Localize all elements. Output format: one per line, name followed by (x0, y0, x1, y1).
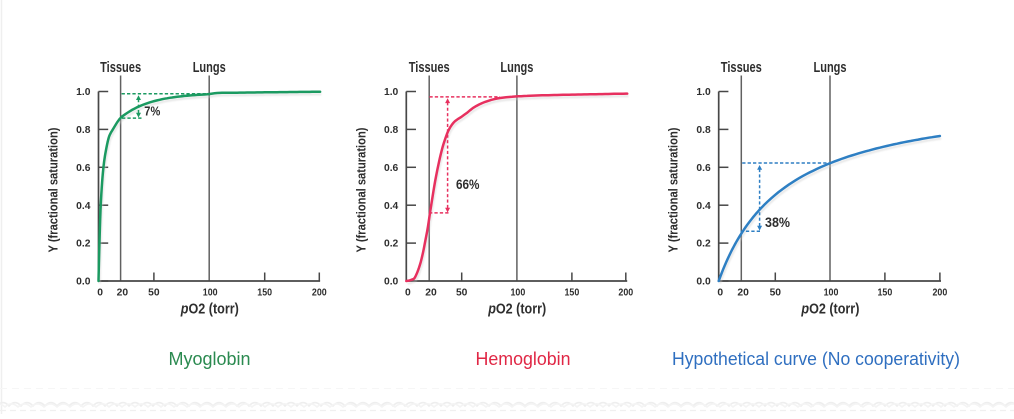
svg-text:0.2: 0.2 (696, 239, 711, 250)
svg-text:Lungs: Lungs (814, 59, 847, 76)
svg-text:50: 50 (770, 288, 782, 299)
svg-text:0.8: 0.8 (696, 125, 711, 136)
svg-text:Y (fractional saturation): Y (fractional saturation) (46, 128, 61, 253)
svg-text:Tissues: Tissues (409, 59, 450, 76)
svg-text:0.0: 0.0 (696, 277, 711, 288)
svg-text:0.0: 0.0 (76, 277, 91, 288)
svg-text:150: 150 (565, 288, 580, 299)
svg-text:0.8: 0.8 (384, 125, 399, 136)
svg-text:0.8: 0.8 (76, 125, 91, 136)
svg-text:Myoglobin: Myoglobin (169, 348, 251, 369)
svg-text:pO2 (torr): pO2 (torr) (487, 302, 546, 318)
svg-text:200: 200 (618, 288, 633, 299)
svg-text:0: 0 (97, 288, 103, 299)
svg-text:0.4: 0.4 (384, 201, 399, 212)
svg-text:pO2 (torr): pO2 (torr) (801, 302, 860, 318)
svg-text:7%: 7% (144, 104, 160, 119)
svg-text:0.2: 0.2 (384, 239, 399, 250)
svg-text:1.0: 1.0 (384, 87, 399, 98)
svg-text:66%: 66% (456, 176, 480, 192)
svg-text:Tissues: Tissues (100, 59, 141, 76)
svg-text:1.0: 1.0 (696, 87, 711, 98)
svg-text:20: 20 (737, 288, 749, 299)
svg-text:0.6: 0.6 (384, 163, 399, 174)
svg-text:1.0: 1.0 (76, 87, 91, 98)
svg-text:38%: 38% (765, 214, 790, 230)
svg-text:Lungs: Lungs (193, 59, 226, 76)
svg-text:50: 50 (148, 288, 160, 299)
svg-text:0.4: 0.4 (76, 201, 91, 212)
svg-text:100: 100 (203, 288, 218, 299)
svg-text:0.6: 0.6 (696, 163, 711, 174)
svg-text:150: 150 (878, 288, 893, 299)
svg-text:20: 20 (117, 288, 129, 299)
svg-text:Hemoglobin: Hemoglobin (476, 348, 571, 369)
svg-text:0.2: 0.2 (76, 239, 91, 250)
svg-text:pO2 (torr): pO2 (torr) (180, 302, 239, 318)
svg-text:Y (fractional saturation): Y (fractional saturation) (353, 128, 368, 253)
svg-text:Hypothetical curve (No coopera: Hypothetical curve (No cooperativity) (672, 348, 960, 369)
svg-text:0.4: 0.4 (696, 201, 711, 212)
svg-text:Y (fractional saturation): Y (fractional saturation) (666, 128, 681, 253)
svg-text:50: 50 (456, 288, 468, 299)
svg-text:20: 20 (425, 288, 437, 299)
svg-text:Tissues: Tissues (721, 59, 762, 76)
svg-text:0: 0 (405, 288, 411, 299)
svg-text:200: 200 (933, 288, 948, 299)
svg-text:100: 100 (511, 288, 526, 299)
svg-text:0: 0 (717, 288, 723, 299)
svg-text:200: 200 (312, 288, 327, 299)
svg-text:Lungs: Lungs (500, 59, 533, 76)
svg-text:150: 150 (257, 288, 272, 299)
svg-text:0.0: 0.0 (384, 277, 399, 288)
svg-text:100: 100 (824, 288, 839, 299)
svg-text:0.6: 0.6 (76, 163, 91, 174)
